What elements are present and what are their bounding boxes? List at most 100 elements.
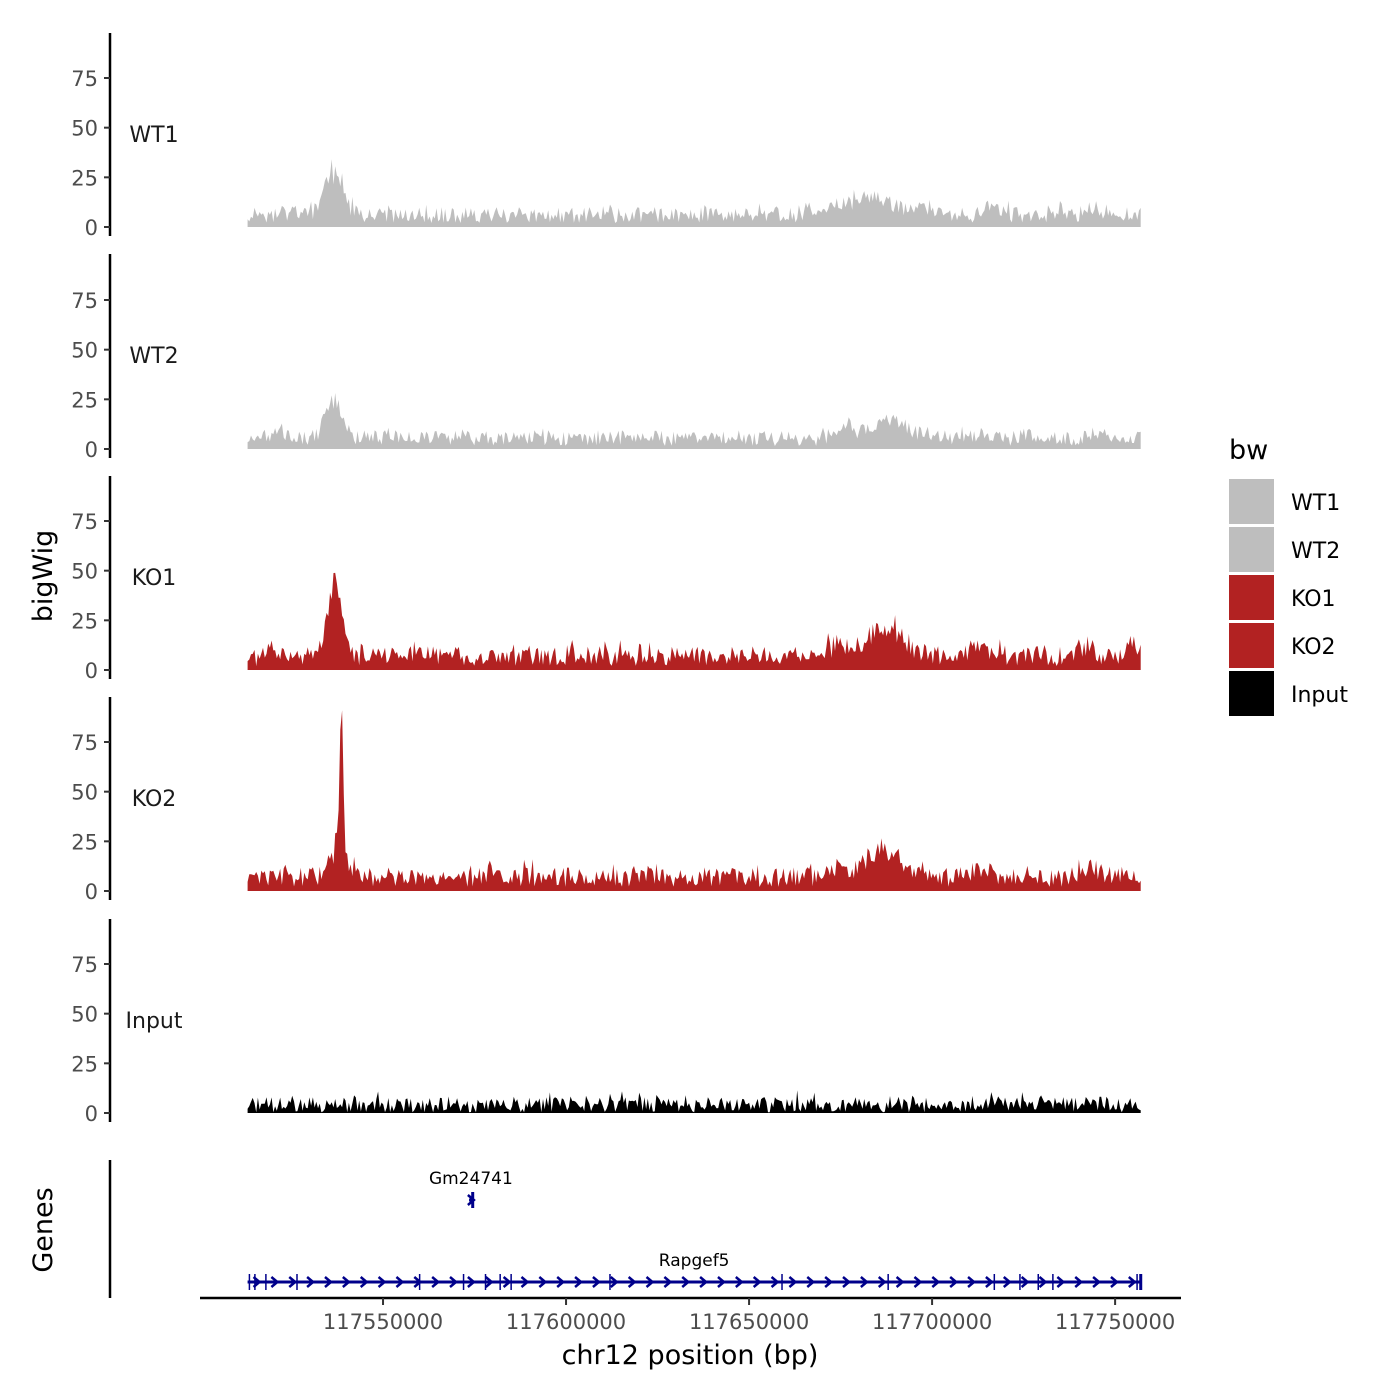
legend-label: KO1 [1291, 587, 1336, 612]
legend-swatch [1229, 575, 1274, 620]
gene-gm24741: Gm24741 [429, 1169, 513, 1208]
strand-arrow [377, 1276, 387, 1288]
signal-area-ko1 [247, 572, 1141, 670]
strand-arrow [1038, 1276, 1048, 1288]
strand-arrow [449, 1276, 458, 1288]
strand-arrow [877, 1276, 887, 1288]
y-tick-label: 75 [71, 67, 98, 91]
legend-item-wt2: WT2 [1229, 527, 1340, 572]
strand-arrow [895, 1276, 905, 1288]
legend-item-input: Input [1229, 671, 1348, 716]
x-tick-label: 117600000 [506, 1310, 626, 1334]
legend-item-ko2: KO2 [1229, 623, 1336, 668]
y-tick-label: 0 [85, 880, 98, 904]
strand-arrow [395, 1276, 405, 1288]
strand-arrow [270, 1276, 280, 1288]
y-tick-label: 50 [71, 560, 98, 584]
legend-item-ko1: KO1 [1229, 575, 1336, 620]
legend-label: Input [1291, 683, 1348, 708]
legend-swatch [1229, 479, 1274, 524]
strand-arrow [860, 1276, 869, 1288]
strand-arrow [556, 1276, 566, 1288]
gene-rapgef5: Rapgef5 [247, 1251, 1143, 1290]
strand-arrow [1002, 1276, 1012, 1288]
y-tick-label: 50 [71, 781, 98, 805]
legend-swatch [1229, 527, 1274, 572]
strand-arrow [985, 1276, 994, 1288]
track-ko1: 0 25 50 75 KO1 [71, 476, 1141, 683]
strand-arrow [842, 1276, 851, 1288]
genes-panel-title: Genes [28, 1187, 59, 1272]
strand-arrow [949, 1276, 959, 1288]
strand-arrow [1128, 1276, 1137, 1288]
legend-title: bw [1229, 435, 1268, 466]
strand-arrow [806, 1276, 816, 1288]
strand-arrow [592, 1276, 601, 1288]
y-tick-label: 50 [71, 339, 98, 363]
track-wt2: 0 25 50 75 WT2 [71, 254, 1141, 462]
strand-arrow [1074, 1276, 1084, 1288]
y-tick-label: 25 [71, 1052, 98, 1076]
strand-arrow [699, 1276, 709, 1288]
strand-arrow [306, 1276, 316, 1288]
y-tick-label: 25 [71, 830, 98, 854]
strand-arrow [735, 1276, 744, 1288]
track-label-input: Input [126, 1009, 183, 1034]
strand-arrow [502, 1276, 512, 1288]
y-tick-label: 50 [71, 117, 98, 141]
y-tick-label: 50 [71, 1003, 98, 1027]
x-tick-label: 117650000 [689, 1310, 809, 1334]
strand-arrow [431, 1276, 441, 1288]
signal-area-input [247, 1090, 1141, 1113]
signal-area-ko2 [247, 710, 1141, 891]
strand-arrow [538, 1276, 548, 1288]
gene-label: Rapgef5 [659, 1251, 730, 1271]
strand-arrow [717, 1276, 726, 1288]
y-tick-label: 25 [71, 609, 98, 633]
strand-arrow [788, 1276, 798, 1288]
strand-arrow [324, 1276, 333, 1288]
strand-arrow [1020, 1276, 1030, 1288]
strand-arrow [645, 1276, 655, 1288]
y-tick-label: 25 [71, 388, 98, 412]
track-input: 0 25 50 75 Input [71, 919, 1141, 1126]
signal-area-wt2 [247, 393, 1141, 449]
strand-arrow [609, 1276, 619, 1288]
track-wt1: 0 25 50 75 WT1 [71, 33, 1141, 240]
y-tick-label: 25 [71, 166, 98, 190]
y-axis-title: bigWig [28, 530, 59, 623]
strand-arrow [824, 1276, 834, 1288]
track-label-ko2: KO2 [132, 787, 177, 812]
strand-arrow [484, 1276, 494, 1288]
strand-arrow [752, 1276, 762, 1288]
strand-arrow [663, 1276, 673, 1288]
strand-arrow [574, 1276, 584, 1288]
y-tick-label: 75 [71, 953, 98, 977]
strand-arrow [770, 1276, 780, 1288]
y-tick-label: 0 [85, 216, 98, 240]
y-tick-label: 75 [71, 731, 98, 755]
y-tick-label: 0 [85, 659, 98, 683]
strand-arrow [359, 1276, 369, 1288]
gene-label: Gm24741 [429, 1169, 513, 1189]
legend-swatch [1229, 623, 1274, 668]
x-tick-label: 117550000 [323, 1310, 443, 1334]
strand-arrow [627, 1276, 637, 1288]
legend-label: WT1 [1291, 491, 1340, 516]
legend-item-wt1: WT1 [1229, 479, 1340, 524]
track-label-ko1: KO1 [132, 566, 177, 591]
y-tick-label: 75 [71, 510, 98, 534]
legend-label: KO2 [1291, 635, 1336, 660]
strand-arrow [467, 1276, 476, 1288]
strand-arrow [520, 1276, 530, 1288]
strand-arrow [1110, 1276, 1119, 1288]
x-axis: 117550000 117600000 117650000 117700000 1177… [200, 1296, 1181, 1334]
y-tick-label: 0 [85, 1102, 98, 1126]
x-axis-title: chr12 position (bp) [562, 1340, 819, 1371]
gene-annotation-panel: Gm24741 Rapgef5 [108, 1160, 1143, 1298]
strand-arrow [931, 1276, 941, 1288]
y-tick-label: 75 [71, 289, 98, 313]
track-label-wt2: WT2 [129, 344, 178, 369]
y-tick-label: 0 [85, 438, 98, 462]
